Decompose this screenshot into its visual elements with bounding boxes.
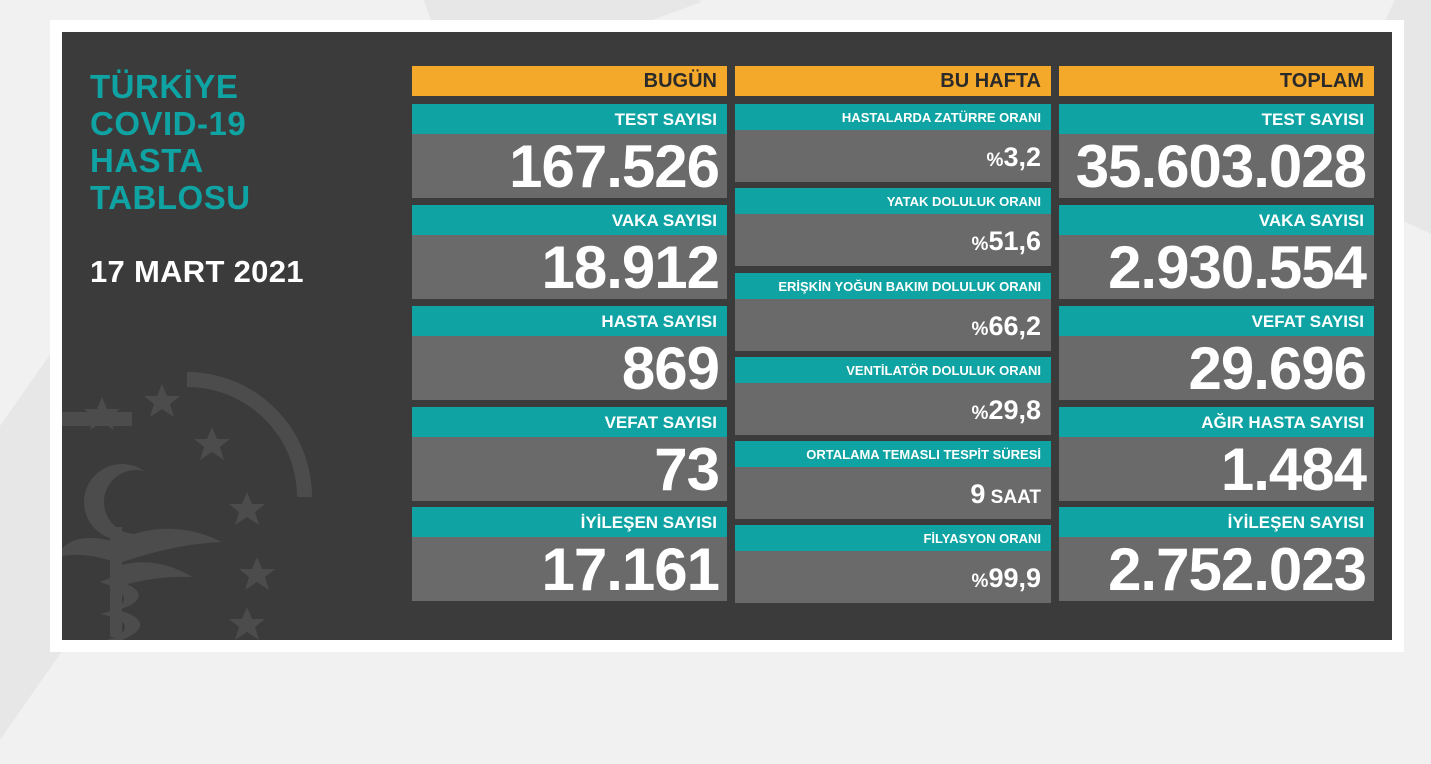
card-label: VAKA SAYISI: [1059, 205, 1374, 235]
card-value: 9 SAAT: [735, 467, 1051, 519]
card-label: VENTİLATÖR DOLULUK ORANI: [735, 357, 1051, 383]
total-header: TOPLAM: [1059, 66, 1374, 96]
pneumonia-rate-card: HASTALARDA ZATÜRRE ORANI %3,2: [735, 104, 1051, 182]
card-label: ERİŞKİN YOĞUN BAKIM DOLULUK ORANI: [735, 273, 1051, 299]
total-recovered-card: İYİLEŞEN SAYISI 2.752.023: [1059, 507, 1374, 603]
total-severe-card: AĞIR HASTA SAYISI 1.484: [1059, 407, 1374, 503]
title-line: TABLOSU: [90, 179, 251, 216]
page-title: TÜRKİYE COVID-19 HASTA TABLOSU: [90, 68, 251, 216]
card-value: 2.930.554: [1059, 235, 1374, 301]
today-case-card: VAKA SAYISI 18.912: [412, 205, 727, 301]
card-label: HASTA SAYISI: [412, 306, 727, 336]
total-death-card: VEFAT SAYISI 29.696: [1059, 306, 1374, 402]
card-label: ORTALAMA TEMASLI TESPİT SÜRESİ: [735, 441, 1051, 467]
card-label: İYİLEŞEN SAYISI: [1059, 507, 1374, 537]
card-value: 35.603.028: [1059, 134, 1374, 200]
total-test-card: TEST SAYISI 35.603.028: [1059, 104, 1374, 200]
title-line: COVID-19: [90, 105, 247, 142]
today-header: BUGÜN: [412, 66, 727, 96]
percent-sign: %: [986, 150, 1004, 171]
card-value: 869: [412, 336, 727, 402]
card-label: FİLYASYON ORANI: [735, 525, 1051, 551]
card-value: 167.526: [412, 134, 727, 200]
total-case-card: VAKA SAYISI 2.930.554: [1059, 205, 1374, 301]
today-death-card: VEFAT SAYISI 73: [412, 407, 727, 503]
value-number: 9: [970, 479, 986, 509]
card-value: %51,6: [735, 214, 1051, 266]
card-label: YATAK DOLULUK ORANI: [735, 188, 1051, 214]
card-value: %66,2: [735, 299, 1051, 351]
card-value: 2.752.023: [1059, 537, 1374, 603]
card-value: 73: [412, 437, 727, 503]
card-label: VEFAT SAYISI: [1059, 306, 1374, 336]
card-label: VAKA SAYISI: [412, 205, 727, 235]
card-value: %29,8: [735, 383, 1051, 435]
value-number: 29,8: [988, 395, 1041, 425]
percent-sign: %: [971, 571, 989, 592]
title-line: HASTA: [90, 142, 204, 179]
today-test-card: TEST SAYISI 167.526: [412, 104, 727, 200]
card-label: HASTALARDA ZATÜRRE ORANI: [735, 104, 1051, 130]
week-column: BU HAFTA HASTALARDA ZATÜRRE ORANI %3,2 Y…: [735, 66, 1051, 636]
percent-sign: %: [971, 234, 989, 255]
percent-sign: %: [971, 403, 989, 424]
filiation-rate-card: FİLYASYON ORANI %99,9: [735, 525, 1051, 603]
bed-occupancy-card: YATAK DOLULUK ORANI %51,6: [735, 188, 1051, 266]
today-patient-card: HASTA SAYISI 869: [412, 306, 727, 402]
report-date: 17 MART 2021: [90, 254, 304, 289]
value-unit: SAAT: [985, 487, 1041, 508]
card-value: 29.696: [1059, 336, 1374, 402]
ventilator-occupancy-card: VENTİLATÖR DOLULUK ORANI %29,8: [735, 357, 1051, 435]
today-recovered-card: İYİLEŞEN SAYISI 17.161: [412, 507, 727, 603]
today-column: BUGÜN TEST SAYISI 167.526 VAKA SAYISI 18…: [412, 66, 727, 636]
card-value: 17.161: [412, 537, 727, 603]
total-column: TOPLAM TEST SAYISI 35.603.028 VAKA SAYIS…: [1059, 66, 1374, 636]
card-label: AĞIR HASTA SAYISI: [1059, 407, 1374, 437]
card-label: VEFAT SAYISI: [412, 407, 727, 437]
covid-table-panel: TÜRKİYE COVID-19 HASTA TABLOSU 17 MART 2…: [62, 32, 1392, 640]
icu-occupancy-card: ERİŞKİN YOĞUN BAKIM DOLULUK ORANI %66,2: [735, 273, 1051, 351]
card-label: TEST SAYISI: [412, 104, 727, 134]
title-line: TÜRKİYE: [90, 68, 239, 105]
contact-tracing-time-card: ORTALAMA TEMASLI TESPİT SÜRESİ 9 SAAT: [735, 441, 1051, 519]
week-header: BU HAFTA: [735, 66, 1051, 96]
card-value: %99,9: [735, 551, 1051, 603]
ministry-emblem-icon: [62, 372, 312, 640]
percent-sign: %: [971, 319, 989, 340]
value-number: 3,2: [1003, 142, 1041, 172]
value-number: 99,9: [988, 563, 1041, 593]
value-number: 66,2: [988, 311, 1041, 341]
value-number: 51,6: [988, 226, 1041, 256]
card-label: İYİLEŞEN SAYISI: [412, 507, 727, 537]
card-value: 1.484: [1059, 437, 1374, 503]
card-value: 18.912: [412, 235, 727, 301]
card-label: TEST SAYISI: [1059, 104, 1374, 134]
card-value: %3,2: [735, 130, 1051, 182]
